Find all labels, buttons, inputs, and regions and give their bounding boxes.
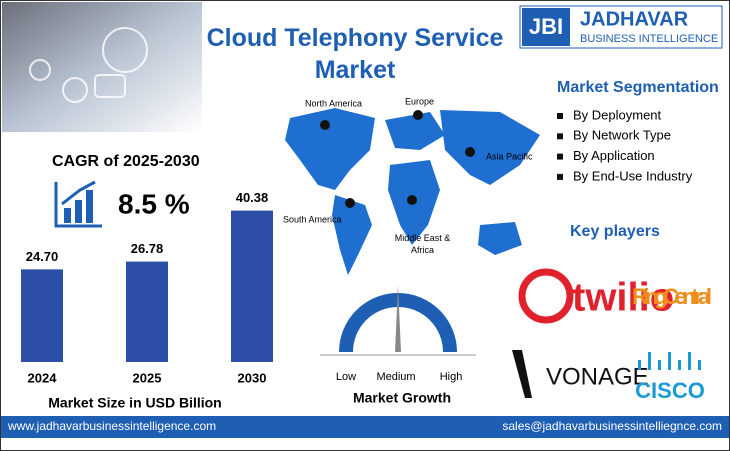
footer-bar <box>1 416 729 438</box>
cagr-value: 8.5 % <box>118 188 190 219</box>
value-label: 26.78 <box>131 241 164 256</box>
value-label: 40.38 <box>236 190 269 205</box>
bar <box>231 210 273 362</box>
x-tick-label: 2025 <box>133 370 162 385</box>
cisco-bars <box>638 352 701 370</box>
region-label: Middle East & Africa <box>394 233 451 255</box>
region-label: Europe <box>405 96 434 106</box>
photo <box>2 2 202 132</box>
key-players-title: Key players <box>570 223 660 240</box>
region-label: South America <box>283 214 342 224</box>
logo-name: JADHAVAR <box>580 8 689 30</box>
region-label: North America <box>305 98 362 108</box>
bullet <box>557 153 563 160</box>
player-logo: twilio <box>572 276 674 320</box>
value-label: 24.70 <box>26 249 59 264</box>
x-tick-label: 2030 <box>238 370 267 385</box>
region-label: Asia Pacific <box>486 151 533 161</box>
segmentation-item: By Network Type <box>573 128 671 143</box>
segmentation-item: By End-Use Industry <box>573 168 693 183</box>
player-logo: CISCO <box>635 378 705 403</box>
logo-tagline: BUSINESS INTELLIGENCE <box>580 33 718 45</box>
gauge-label: High <box>440 371 463 383</box>
segmentation-item: By Deployment <box>573 107 662 122</box>
title: Cloud Telephony Service Market <box>206 24 504 84</box>
segmentation-item: By Application <box>573 148 655 163</box>
gauge-label: Low <box>336 371 356 383</box>
footer-website: www.jadhavarbusinessintelligence.com <box>7 419 216 433</box>
x-tick-label: 2024 <box>28 370 58 385</box>
map-pins <box>320 110 475 208</box>
bullet <box>557 173 563 180</box>
photo-icons <box>29 27 148 103</box>
gauge-label: Medium <box>376 371 415 383</box>
gauge-needle <box>395 285 401 352</box>
segmentation-title: Market Segmentation <box>557 79 719 96</box>
growth-icon <box>54 180 102 228</box>
vonage-icon <box>512 350 532 398</box>
player-logo: VONAGE <box>546 363 649 390</box>
logo-mark-bg <box>522 8 570 46</box>
world-map <box>285 108 540 275</box>
bullet <box>557 133 563 140</box>
bar <box>126 261 168 362</box>
cagr-label: CAGR of 2025-2030 <box>52 153 200 170</box>
x-axis-title: Market Size in USD Billion <box>48 395 221 411</box>
bullet <box>557 113 563 119</box>
twilio-icon <box>518 268 574 324</box>
player-logo: RingCentral <box>632 284 712 309</box>
footer-email: sales@jadhavarbusinessintelliegnce.com <box>502 419 722 433</box>
bar <box>21 269 63 362</box>
gauge-title: Market Growth <box>353 390 451 406</box>
logo-mark: JBI <box>529 14 563 39</box>
